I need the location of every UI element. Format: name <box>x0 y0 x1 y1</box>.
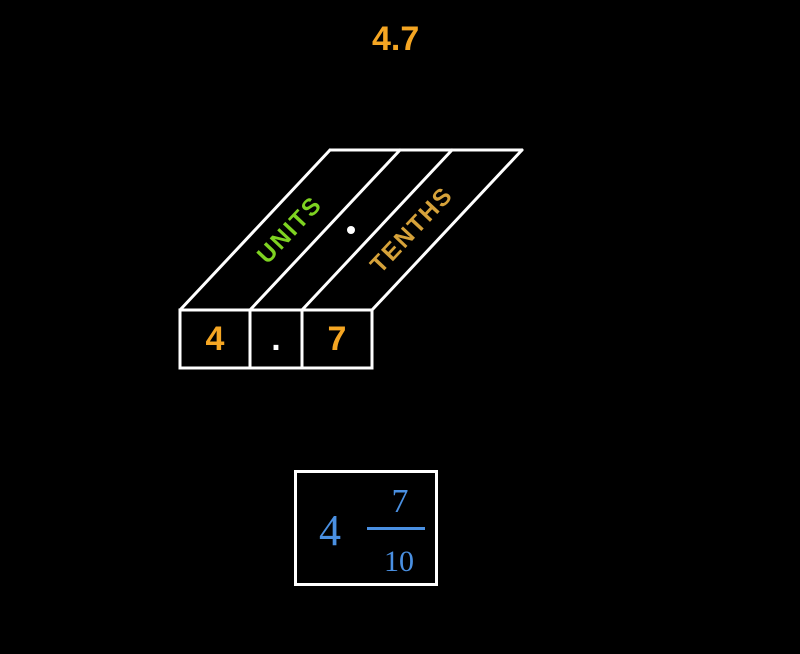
svg-text:.: . <box>271 320 280 358</box>
svg-text:UNITS: UNITS <box>252 191 328 269</box>
fraction-line <box>367 527 425 530</box>
svg-text:7: 7 <box>328 320 347 358</box>
fraction-whole: 4 <box>319 505 341 556</box>
svg-text:4: 4 <box>206 320 225 358</box>
mixed-fraction-box: 4 7 10 <box>294 470 438 586</box>
fraction-denominator: 10 <box>369 545 429 579</box>
svg-text:TENTHS: TENTHS <box>365 181 459 278</box>
fraction-numerator: 7 <box>375 483 425 521</box>
diagram-stage: 4.7 4.7UNITSTENTHS 4 7 10 <box>0 0 800 654</box>
mixed-fraction: 4 7 10 <box>297 473 435 583</box>
